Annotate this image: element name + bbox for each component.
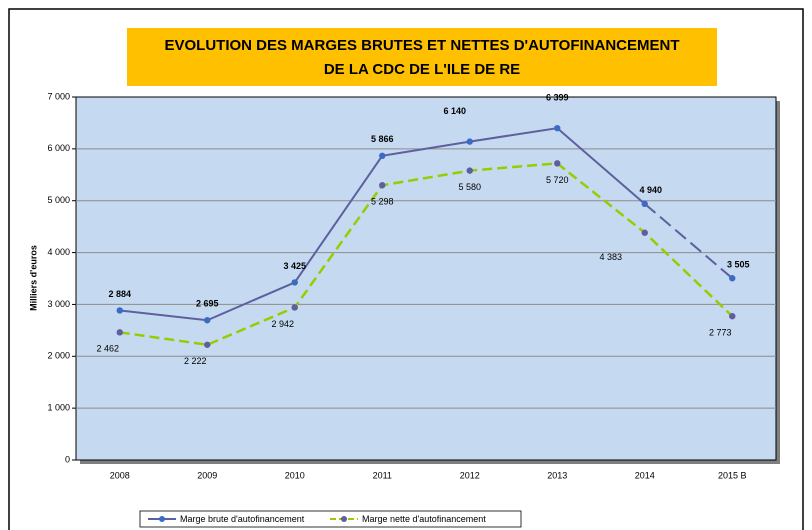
data-label: 2 773 [709,328,732,338]
data-point [729,275,736,282]
y-tick-label: 1 000 [47,403,70,413]
data-point [116,329,123,336]
y-tick-label: 5 000 [47,195,70,205]
data-point [291,279,298,286]
x-tick-label: 2014 [635,470,655,480]
data-label: 5 866 [371,134,394,144]
data-label: 5 298 [371,197,394,207]
data-point [116,307,123,314]
y-tick-label: 7 000 [47,91,70,101]
data-label: 4 383 [599,252,622,262]
legend-marker [341,516,347,522]
x-tick-label: 2012 [460,470,480,480]
legend-label: Marge brute d'autofinancement [180,514,305,524]
data-point [204,341,211,348]
chart-subtitle: DE LA CDC DE L'ILE DE RE [324,61,520,78]
data-label: 3 425 [283,261,306,271]
y-tick-label: 2 000 [47,351,70,361]
y-axis-label: Milliers d'euros [28,245,38,311]
data-label: 2 884 [108,289,131,299]
data-label: 2 462 [96,344,119,354]
data-point [204,317,211,324]
data-label: 4 940 [639,185,662,195]
data-label: 2 942 [271,319,294,329]
data-point [729,313,736,320]
x-tick-label: 2009 [197,470,217,480]
data-point [379,182,386,189]
data-point [379,152,386,160]
data-label: 2 222 [184,356,207,366]
series-line [119,162,734,347]
plot-area [75,96,777,461]
data-point [554,160,561,167]
data-label: 2 695 [196,299,219,309]
data-point [641,229,648,236]
data-point [466,167,473,174]
data-label: 6 399 [546,93,569,103]
title-box [127,28,717,86]
y-tick-label: 6 000 [47,143,70,153]
data-label: 3 505 [727,260,750,270]
data-label: 6 140 [443,106,466,116]
legend-marker [159,516,165,522]
y-tick-label: 3 000 [47,299,70,309]
data-point [291,304,298,311]
x-tick-label: 2010 [285,470,305,480]
x-tick-label: 2013 [547,470,567,480]
legend-label: Marge nette d'autofinancement [362,514,486,524]
x-tick-label: 2011 [373,470,392,480]
x-tick-label: 2008 [110,470,130,480]
y-tick-label: 4 000 [47,247,70,257]
data-point [641,200,648,208]
data-label: 5 580 [458,182,481,192]
chart-title: EVOLUTION DES MARGES BRUTES ET NETTES D'… [165,37,680,54]
data-point [466,138,473,145]
x-tick-label: 2015 B [718,470,747,480]
y-tick-label: 0 [65,454,70,464]
data-point [554,124,561,132]
data-label: 5 720 [546,175,569,185]
